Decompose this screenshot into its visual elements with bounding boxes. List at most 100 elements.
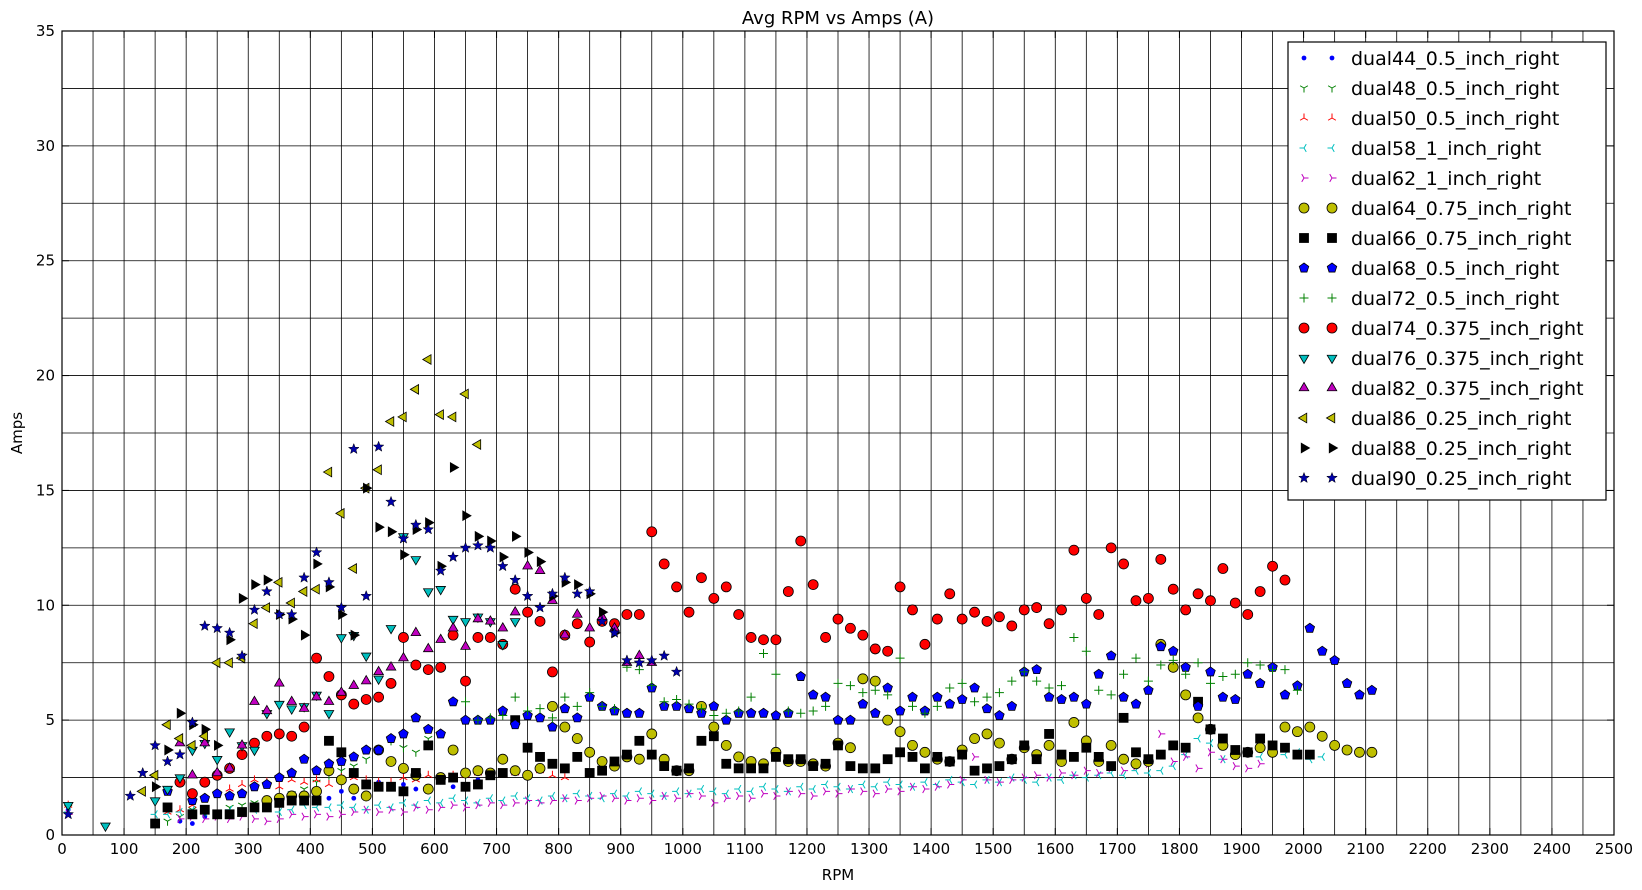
data-point xyxy=(558,571,571,583)
data-point xyxy=(285,597,295,609)
data-point xyxy=(310,546,323,558)
data-point xyxy=(1068,544,1080,556)
data-point xyxy=(151,781,162,793)
data-point xyxy=(994,778,1003,787)
data-point xyxy=(484,615,496,625)
data-point xyxy=(338,608,348,620)
x-tick-label: 1800 xyxy=(1160,840,1198,858)
data-point xyxy=(708,731,719,742)
x-axis-title: RPM xyxy=(822,866,854,884)
data-point xyxy=(199,792,211,803)
data-point xyxy=(422,523,435,535)
data-point xyxy=(572,789,580,798)
data-point xyxy=(310,583,320,595)
data-point xyxy=(1119,771,1127,780)
data-point xyxy=(1168,761,1176,771)
data-point xyxy=(1058,768,1066,778)
data-point xyxy=(969,606,980,618)
data-point xyxy=(1007,676,1017,686)
data-point xyxy=(571,733,583,744)
data-point xyxy=(1130,698,1142,709)
data-point xyxy=(1081,742,1092,753)
data-point xyxy=(435,586,447,596)
data-point xyxy=(1105,740,1117,751)
data-point xyxy=(1093,668,1104,679)
data-point xyxy=(326,795,332,801)
data-point xyxy=(1106,761,1117,771)
data-point xyxy=(300,629,311,641)
data-point xyxy=(286,795,297,806)
data-point xyxy=(199,736,211,747)
data-point xyxy=(621,609,633,620)
data-point xyxy=(1056,749,1067,760)
data-point xyxy=(671,700,682,711)
data-point xyxy=(1217,733,1228,744)
legend-marker xyxy=(1329,173,1337,183)
data-point xyxy=(472,539,484,551)
data-point xyxy=(882,754,893,765)
data-point xyxy=(375,521,385,533)
data-point xyxy=(1056,681,1066,691)
data-point xyxy=(1069,751,1079,762)
data-point xyxy=(920,778,928,787)
data-point xyxy=(397,532,410,544)
data-point xyxy=(870,763,881,774)
data-point xyxy=(298,753,310,764)
data-point xyxy=(534,601,546,613)
data-point xyxy=(720,740,732,751)
data-point xyxy=(845,681,855,691)
data-point xyxy=(422,588,434,598)
data-point xyxy=(509,583,521,595)
data-point xyxy=(931,613,943,625)
y-tick-label: 10 xyxy=(36,596,55,614)
x-tick-label: 1300 xyxy=(850,840,888,858)
legend-label: dual72_0.5_inch_right xyxy=(1351,288,1559,310)
data-point xyxy=(733,751,745,763)
data-point xyxy=(1230,745,1241,755)
data-point xyxy=(497,621,509,632)
data-point xyxy=(1081,698,1092,709)
data-point xyxy=(686,789,694,798)
data-point xyxy=(748,794,756,803)
legend-marker xyxy=(1299,233,1309,243)
data-point xyxy=(832,613,844,625)
series-dual62_1_inch_right xyxy=(65,729,1265,826)
data-point xyxy=(225,784,234,792)
data-point xyxy=(857,629,869,641)
data-point xyxy=(522,769,533,781)
data-point xyxy=(808,706,818,716)
data-point xyxy=(894,726,906,738)
data-point xyxy=(1118,712,1129,723)
data-point xyxy=(771,669,781,679)
data-point xyxy=(124,789,137,801)
data-point xyxy=(721,714,732,725)
legend-entry: dual82_0.375_inch_right xyxy=(1298,378,1584,400)
data-point xyxy=(1031,602,1043,613)
x-tick-label: 500 xyxy=(358,840,387,858)
data-point xyxy=(400,549,410,561)
data-point xyxy=(771,784,779,794)
data-point xyxy=(1279,721,1291,733)
series-dual72_0.5_inch_right xyxy=(461,632,1302,725)
data-point xyxy=(611,794,620,803)
data-point xyxy=(759,782,767,791)
data-point xyxy=(709,711,719,721)
data-point xyxy=(423,723,434,734)
data-point xyxy=(1006,700,1018,711)
data-point xyxy=(537,798,545,807)
data-point xyxy=(398,728,409,739)
data-point xyxy=(574,796,582,805)
data-point xyxy=(895,747,905,758)
data-point xyxy=(810,791,818,801)
data-point xyxy=(236,788,248,799)
data-point xyxy=(858,780,866,789)
data-point xyxy=(338,810,346,819)
data-point xyxy=(661,791,669,801)
data-point xyxy=(1230,669,1240,679)
data-point xyxy=(260,602,271,614)
data-point xyxy=(251,579,261,591)
data-point xyxy=(1192,712,1204,724)
data-point xyxy=(548,770,557,778)
data-point xyxy=(982,763,992,774)
data-point xyxy=(547,700,558,712)
